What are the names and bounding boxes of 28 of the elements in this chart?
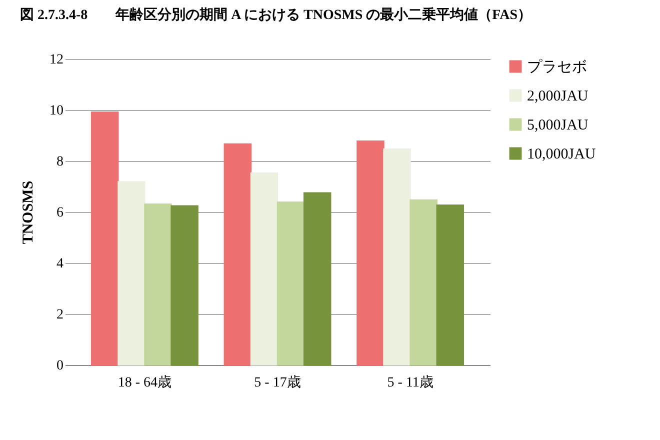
y-tick-label: 12 [50, 52, 64, 68]
bar [383, 148, 411, 366]
x-tick-label: 5 - 11歳 [387, 374, 434, 390]
bar [250, 172, 278, 366]
x-tick-label: 5 - 17歳 [254, 374, 301, 390]
legend-label: 5,000JAU [527, 118, 588, 134]
bar [356, 140, 384, 366]
y-tick-label: 10 [50, 104, 64, 118]
y-tick-label: 8 [56, 154, 64, 170]
legend-label: 2,000JAU [527, 88, 588, 104]
y-tick-label: 0 [56, 358, 64, 374]
bar [170, 205, 198, 366]
bar [303, 192, 332, 366]
bar [118, 181, 146, 366]
bar [224, 143, 252, 366]
bar [90, 111, 119, 366]
x-tick-label: 18 - 64歳 [118, 374, 172, 390]
bar [144, 203, 172, 366]
legend-label: 10,000JAU [527, 146, 596, 162]
y-tick-label: 2 [56, 308, 64, 322]
bar [436, 204, 464, 366]
bar [276, 201, 305, 366]
y-tick-label: 4 [56, 256, 64, 272]
y-axis-title: TNOSMS [20, 180, 36, 244]
bar [410, 199, 438, 366]
legend-label: プラセボ [527, 58, 587, 76]
y-tick-label: 6 [56, 206, 64, 220]
chart-title: 図 2.7.3.4-8 年齢区分別の期間 A における TNOSMS の最小二乗平均値（FAS） [20, 6, 532, 23]
